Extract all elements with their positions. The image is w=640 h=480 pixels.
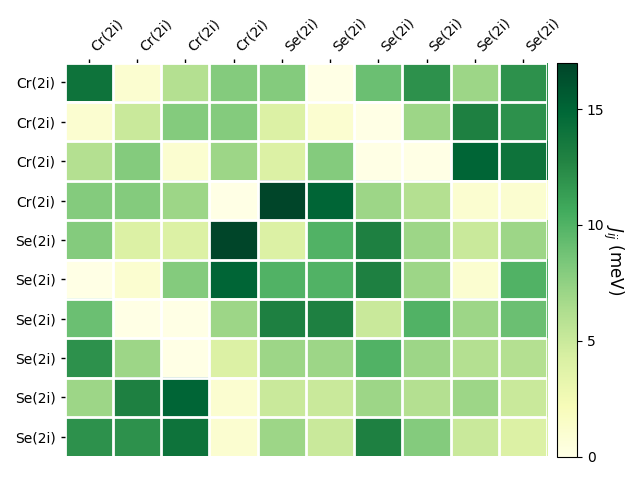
Y-axis label: $J_{ij}$ (meV): $J_{ij}$ (meV): [601, 224, 625, 295]
